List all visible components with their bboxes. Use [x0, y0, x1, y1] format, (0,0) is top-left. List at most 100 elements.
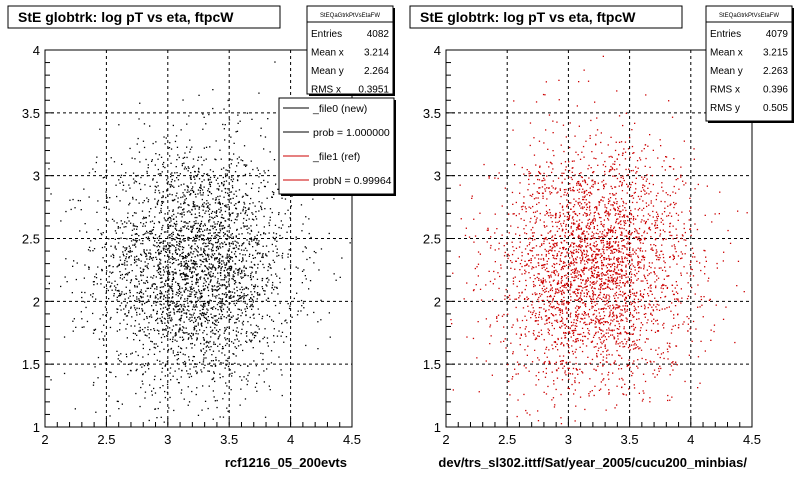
data-point	[207, 289, 210, 292]
data-point	[163, 136, 165, 138]
data-point	[108, 298, 110, 300]
data-point	[170, 287, 172, 290]
data-point	[216, 247, 218, 249]
data-point	[96, 211, 98, 213]
data-point	[634, 275, 637, 277]
data-point	[242, 295, 244, 297]
data-point	[629, 264, 632, 266]
data-point	[560, 260, 562, 262]
x-tick-label: 2.5	[97, 432, 115, 447]
data-point	[632, 372, 634, 374]
data-point	[137, 354, 139, 357]
data-point	[210, 225, 212, 227]
data-point	[662, 229, 664, 231]
data-point	[163, 421, 165, 423]
data-point	[240, 388, 242, 390]
data-point	[607, 263, 609, 265]
data-point	[177, 234, 180, 236]
data-point	[571, 254, 573, 256]
data-point	[225, 300, 227, 302]
data-point	[554, 214, 557, 216]
data-point	[172, 218, 175, 220]
data-point	[180, 376, 182, 378]
data-point	[194, 206, 196, 208]
data-point	[262, 263, 264, 266]
data-point	[309, 280, 312, 282]
data-point	[655, 249, 658, 251]
data-point	[104, 246, 106, 248]
data-point	[206, 254, 209, 256]
data-point	[176, 241, 178, 243]
data-point	[208, 240, 210, 242]
data-point	[214, 315, 216, 317]
data-point	[134, 307, 136, 309]
data-point	[658, 347, 660, 349]
data-point	[192, 186, 194, 188]
data-point	[157, 201, 159, 203]
data-point	[609, 313, 611, 315]
data-point	[196, 338, 198, 340]
data-point	[580, 227, 583, 229]
data-point	[305, 216, 307, 218]
data-point	[202, 128, 204, 130]
data-point	[655, 349, 657, 351]
data-point	[534, 349, 536, 351]
data-point	[605, 295, 607, 297]
data-point	[271, 243, 273, 246]
data-point	[162, 307, 165, 309]
data-point	[278, 226, 280, 229]
data-point	[238, 189, 241, 191]
data-point	[159, 387, 161, 389]
data-point	[227, 273, 229, 275]
data-point	[661, 213, 663, 215]
data-point	[612, 194, 614, 196]
data-point	[181, 246, 183, 248]
data-point	[212, 272, 214, 275]
data-point	[122, 246, 124, 248]
data-point	[186, 263, 188, 265]
data-point	[211, 378, 213, 381]
data-point	[590, 300, 593, 303]
data-point	[621, 261, 623, 263]
data-point	[588, 192, 590, 194]
data-point	[284, 268, 286, 270]
data-point	[614, 186, 617, 188]
data-point	[562, 360, 564, 362]
data-point	[203, 304, 205, 306]
data-point	[181, 278, 184, 281]
data-point	[167, 181, 169, 183]
data-point	[145, 255, 147, 258]
data-point	[206, 345, 208, 347]
data-point	[184, 225, 186, 227]
data-point	[219, 211, 221, 213]
data-point	[616, 320, 618, 322]
data-point	[136, 292, 138, 294]
data-point	[566, 343, 568, 345]
data-point	[602, 296, 604, 298]
data-point	[48, 168, 50, 170]
data-point	[188, 356, 190, 358]
data-point	[189, 177, 192, 179]
data-point	[194, 309, 196, 311]
data-point	[549, 294, 552, 297]
data-point	[188, 221, 191, 223]
data-point	[180, 265, 182, 267]
data-point	[485, 284, 487, 286]
data-point	[541, 244, 543, 246]
data-point	[582, 214, 584, 216]
data-point	[63, 336, 66, 338]
data-point	[224, 330, 226, 332]
data-point	[600, 260, 603, 262]
data-point	[300, 204, 303, 206]
data-point	[179, 303, 181, 306]
data-point	[140, 296, 142, 298]
data-point	[569, 332, 571, 334]
data-point	[181, 255, 183, 257]
data-point	[570, 244, 572, 246]
data-point	[614, 242, 616, 244]
data-point	[532, 311, 534, 314]
data-point	[523, 173, 525, 175]
data-point	[296, 292, 298, 294]
data-point	[530, 259, 532, 261]
data-point	[586, 292, 588, 294]
